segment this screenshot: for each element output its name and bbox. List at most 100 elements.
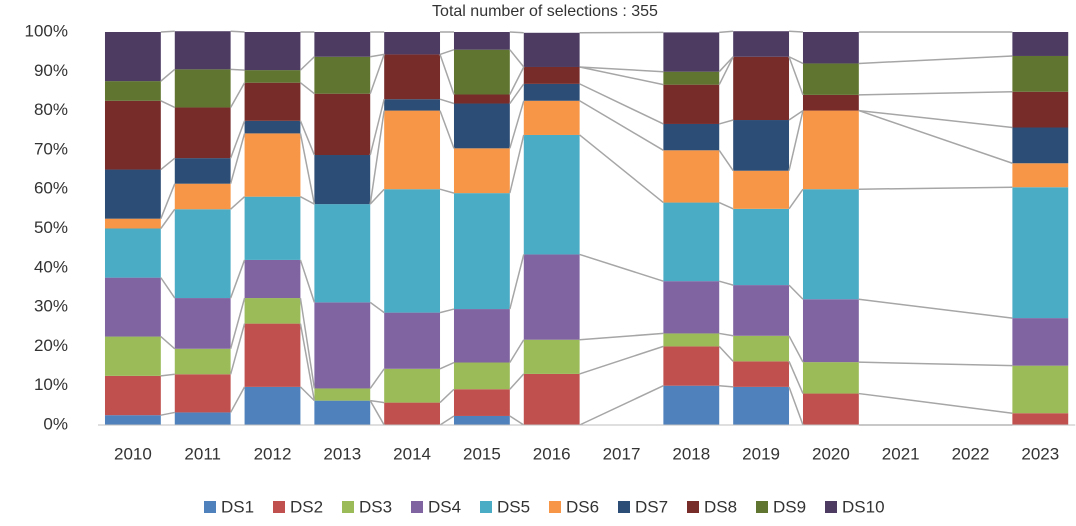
series-line	[370, 53, 385, 58]
legend-label: DS4	[428, 497, 461, 516]
bar-segment	[384, 402, 441, 425]
x-tick-label: 2022	[952, 444, 990, 463]
series-line	[719, 30, 734, 34]
bar-segment	[453, 309, 510, 363]
series-line	[509, 31, 524, 34]
x-tick-label: 2019	[742, 444, 780, 463]
series-line	[299, 259, 316, 303]
series-line	[858, 109, 1013, 129]
legend-swatch	[273, 501, 285, 513]
bar-segment	[523, 83, 580, 101]
bar-segment	[733, 31, 790, 57]
legend-label: DS3	[359, 497, 392, 516]
bar-segment	[174, 69, 231, 108]
bar-segment	[104, 228, 161, 278]
x-tick-label: 2021	[882, 444, 920, 463]
series-line	[160, 157, 176, 171]
series-line	[719, 332, 734, 337]
series-line	[788, 188, 804, 210]
series-line	[579, 253, 664, 282]
bar-segment	[244, 32, 301, 71]
legend-swatch	[480, 501, 492, 513]
bar-segment	[244, 70, 301, 83]
series-line	[160, 100, 176, 109]
bar-segment	[733, 170, 790, 209]
y-tick-label: 20%	[34, 336, 68, 355]
bar-segment	[314, 155, 371, 205]
series-line	[160, 208, 176, 229]
series-line	[719, 119, 734, 125]
bar-segment	[174, 158, 231, 184]
series-line	[369, 188, 385, 205]
series-line	[370, 399, 385, 404]
bar-segment	[453, 32, 510, 50]
bar-segment	[1012, 127, 1069, 164]
series-line	[579, 66, 664, 86]
series-line	[439, 48, 455, 56]
bar-segment	[384, 99, 441, 111]
series-line	[369, 400, 385, 426]
series-line	[299, 120, 316, 156]
bar-segment	[802, 393, 859, 425]
bar-segment	[174, 31, 231, 70]
series-line	[788, 386, 804, 426]
bar-segment	[523, 373, 580, 425]
bar-segment	[663, 333, 720, 347]
x-tick-label: 2010	[114, 444, 152, 463]
x-tick-label: 2013	[323, 444, 361, 463]
bar-segment	[453, 415, 510, 425]
series-line	[369, 368, 385, 389]
series-line	[229, 297, 246, 349]
series-line	[229, 323, 246, 375]
series-line	[439, 388, 455, 404]
bar-segment	[244, 120, 301, 134]
y-tick-label: 30%	[34, 297, 68, 316]
x-tick-label: 2015	[463, 444, 501, 463]
bar-segment	[802, 299, 859, 363]
bar-segment	[802, 94, 859, 111]
legend-swatch	[687, 501, 699, 513]
bar-segment	[244, 298, 301, 324]
bar-segment	[384, 32, 441, 55]
legend-label: DS6	[566, 497, 599, 516]
bar-segment	[453, 148, 510, 194]
bar-segment	[802, 362, 859, 394]
x-tick-label: 2016	[533, 444, 571, 463]
bar-segment	[244, 82, 301, 121]
series-line	[160, 277, 176, 299]
series-line	[788, 56, 804, 65]
series-line	[718, 201, 734, 210]
bar-segment	[314, 400, 371, 425]
series-line	[160, 68, 176, 82]
series-line	[229, 133, 246, 184]
bar-segment	[523, 100, 580, 135]
bar-segment	[663, 32, 720, 72]
series-line	[439, 308, 455, 314]
bar-segment	[523, 66, 580, 84]
series-line	[579, 100, 664, 151]
bar-segment	[104, 100, 161, 170]
bar-segment	[384, 110, 441, 190]
y-tick-label: 90%	[34, 61, 68, 80]
x-tick-label: 2017	[603, 444, 641, 463]
series-line	[579, 134, 664, 204]
bar-segment	[453, 389, 510, 416]
series-line	[788, 30, 804, 33]
bar-segment	[523, 32, 580, 67]
series-line	[718, 56, 734, 85]
x-tick-label: 2011	[184, 444, 221, 463]
legend-label: DS7	[635, 497, 668, 516]
series-line	[788, 109, 804, 121]
series-line	[439, 98, 455, 105]
bar-segment	[174, 209, 231, 299]
series-line	[579, 332, 664, 341]
bar-segment	[314, 302, 371, 389]
series-line	[579, 385, 664, 426]
legend-label: DS10	[842, 497, 885, 516]
series-line	[160, 411, 175, 416]
series-line	[439, 415, 455, 426]
series-line	[858, 109, 1013, 164]
series-line	[719, 384, 734, 388]
legend-label: DS2	[290, 497, 323, 516]
bar-segment	[104, 375, 161, 416]
